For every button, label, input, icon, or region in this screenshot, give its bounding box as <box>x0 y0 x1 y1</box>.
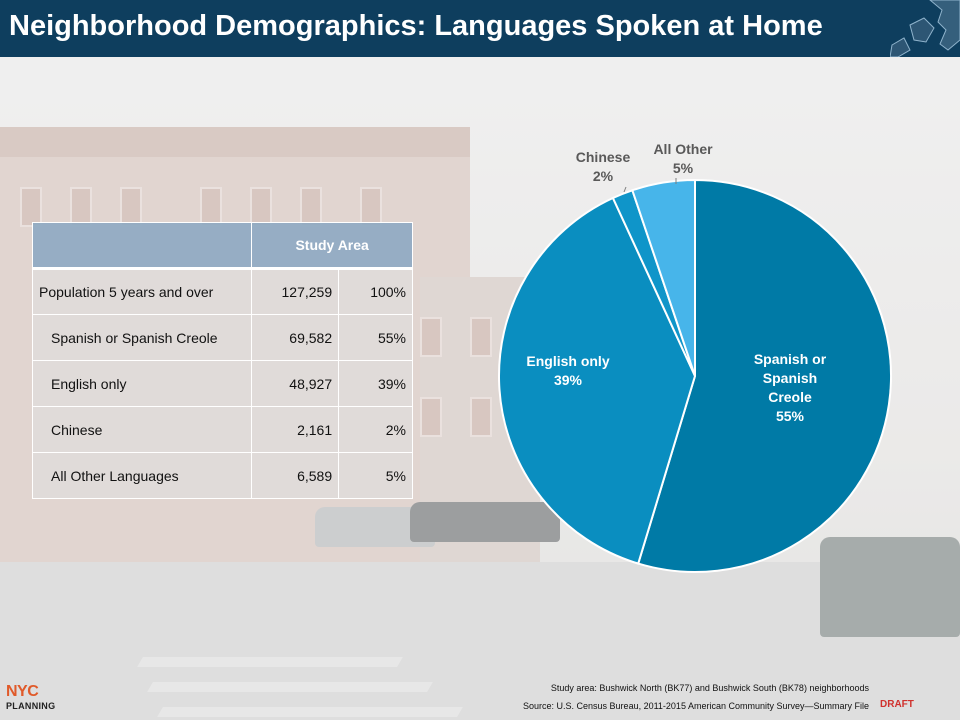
table-row: Chinese 2,161 2% <box>31 406 413 453</box>
row-label: Population 5 years and over <box>31 267 253 315</box>
row-label: Chinese <box>31 406 253 453</box>
pie-label-all-other: All Other 5% <box>653 141 713 176</box>
row-count: 6,589 <box>251 452 340 499</box>
study-area-note: Study area: Bushwick North (BK77) and Bu… <box>550 683 869 693</box>
row-count: 2,161 <box>251 406 340 453</box>
pie-slice-spanish-or-spanish-creole <box>636 178 892 573</box>
table-header-study-area: Study Area <box>251 222 413 269</box>
row-count: 48,927 <box>251 360 340 407</box>
languages-table: Study Area Population 5 years and over 1… <box>31 222 413 499</box>
pie-slice-english-only <box>498 196 697 565</box>
source-note: Source: U.S. Census Bureau, 2011-2015 Am… <box>523 701 869 711</box>
pie-leader-line <box>623 186 627 193</box>
row-label: Spanish or Spanish Creole <box>31 314 253 361</box>
table-header-blank <box>31 222 253 269</box>
page-title: Neighborhood Demographics: Languages Spo… <box>9 10 823 42</box>
table-row: All Other Languages 6,589 5% <box>31 452 413 499</box>
row-count: 127,259 <box>251 267 340 315</box>
pie-label-spanish-or-spanish-creole: Spanish or Spanish Creole 55% <box>754 351 827 424</box>
title-bar: Neighborhood Demographics: Languages Spo… <box>0 0 960 57</box>
row-count: 69,582 <box>251 314 340 361</box>
pie-slice-all-other <box>631 178 696 377</box>
table-header-row: Study Area <box>31 222 413 269</box>
row-percent: 55% <box>338 314 413 361</box>
row-percent: 39% <box>338 360 413 407</box>
table-row: Spanish or Spanish Creole 69,582 55% <box>31 314 413 361</box>
logo-planning-text: PLANNING <box>6 701 56 711</box>
nyc-planning-logo: NYC PLANNING <box>6 684 76 718</box>
row-percent: 100% <box>338 267 413 315</box>
table-row: English only 48,927 39% <box>31 360 413 407</box>
pie-label-chinese: Chinese 2% <box>576 149 631 184</box>
nyc-map-icon <box>890 0 960 57</box>
logo-nyc-text: NYC <box>6 683 39 700</box>
draft-label: DRAFT <box>880 699 914 710</box>
table-row: Population 5 years and over 127,259 100% <box>31 267 413 315</box>
row-label: All Other Languages <box>31 452 253 499</box>
row-percent: 2% <box>338 406 413 453</box>
languages-pie-chart: Spanish or Spanish Creole 55% English only 39… <box>498 141 892 573</box>
row-percent: 5% <box>338 452 413 499</box>
pie-label-english-only: English only 39% <box>526 353 609 388</box>
row-label: English only <box>31 360 253 407</box>
